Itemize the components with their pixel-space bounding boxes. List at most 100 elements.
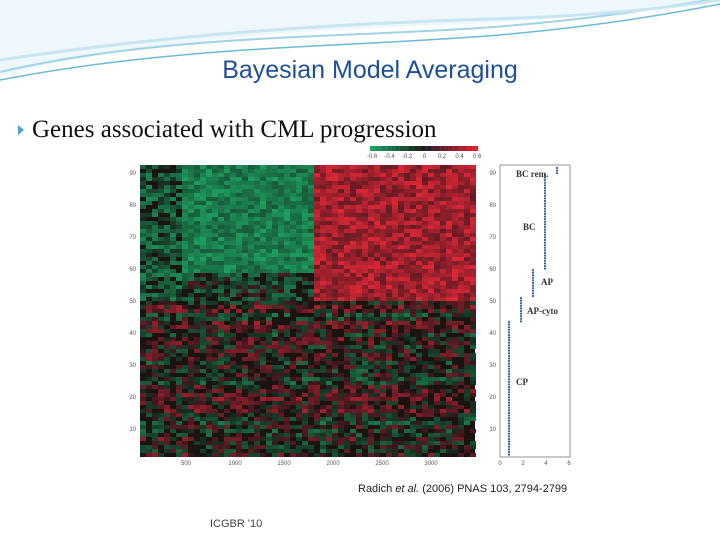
heatmap-cell [344,169,350,173]
heatmap-cell [236,169,242,173]
heatmap-cell [332,365,338,369]
heatmap-cell [380,237,386,241]
heatmap-cell [248,393,254,397]
panel-y-label: 80 [489,203,496,209]
heatmap-cell [410,453,416,457]
heatmap-cell [374,197,380,201]
heatmap-cell [314,309,320,313]
heatmap-cell [416,257,422,261]
colorbar-cell [413,146,416,151]
heatmap-cell [356,357,362,361]
heatmap-cell [464,385,470,389]
heatmap-cell [296,433,302,437]
heatmap-cell [218,289,224,293]
heatmap-cell [422,329,428,333]
heatmap-cell [338,289,344,293]
heatmap-cell [326,173,332,177]
heatmap-cell [224,253,230,257]
heatmap-cell [218,253,224,257]
heatmap-cell [350,257,356,261]
heatmap-cell [266,193,272,197]
heatmap-cell [446,349,452,353]
heatmap-cell [188,249,194,253]
citation-etal: et al. [395,483,419,495]
heatmap-cell [170,437,176,441]
heatmap-cell [206,309,212,313]
heatmap-cell [206,181,212,185]
heatmap-cell [290,237,296,241]
heatmap-cell [392,225,398,229]
heatmap-cell [224,309,230,313]
heatmap-cell [392,277,398,281]
heatmap-cell [320,313,326,317]
heatmap-cell [386,365,392,369]
heatmap-cell [188,177,194,181]
heatmap-cell [452,377,458,381]
heatmap-cell [452,433,458,437]
heatmap-cell [242,369,248,373]
heatmap-cell [308,393,314,397]
heatmap-cell [434,217,440,221]
heatmap-cell [326,213,332,217]
heatmap-cell [434,197,440,201]
heatmap-cell [236,321,242,325]
heatmap-cell [368,197,374,201]
heatmap-cell [440,333,446,337]
heatmap-cell [194,345,200,349]
heatmap-cell [404,325,410,329]
heatmap-cell [374,361,380,365]
heatmap-cell [236,229,242,233]
heatmap-cell [356,329,362,333]
colorbar-cell [475,146,479,151]
heatmap-cell [350,397,356,401]
heatmap-cell [338,293,344,297]
heatmap-cell [392,193,398,197]
heatmap-cell [308,349,314,353]
heatmap-cell [206,289,212,293]
heatmap-cell [392,213,398,217]
heatmap-cell [278,265,284,269]
heatmap-cell [470,225,476,229]
heatmap-cell [158,217,164,221]
heatmap-cell [158,317,164,321]
heatmap-cell [350,181,356,185]
heatmap-cell [284,277,290,281]
heatmap-cell [362,393,368,397]
header-decoration [0,0,720,81]
heatmap-cell [188,181,194,185]
heatmap-cell [218,325,224,329]
heatmap-cell [254,241,260,245]
heatmap-cell [248,221,254,225]
heatmap-cell [410,221,416,225]
heatmap-cell [224,353,230,357]
heatmap-cell [404,249,410,253]
heatmap-cell [350,361,356,365]
heatmap-cell [314,165,320,169]
heatmap-cell [434,241,440,245]
heatmap-cell [140,273,146,277]
heatmap-cell [266,185,272,189]
panel-dot [507,365,511,368]
heatmap-cell [254,377,260,381]
heatmap-cell [380,325,386,329]
heatmap-cell [254,257,260,261]
heatmap-cell [410,197,416,201]
heatmap-cell [356,273,362,277]
heatmap-cell [338,245,344,249]
heatmap-cell [170,205,176,209]
heatmap-cell [230,301,236,305]
heatmap-cell [464,289,470,293]
heatmap-cell [206,281,212,285]
panel-dot [543,259,547,262]
heatmap-cell [188,229,194,233]
heatmap-cell [332,273,338,277]
colorbar-label: -0.4 [384,154,395,160]
heatmap-cell [188,185,194,189]
heatmap-cell [398,233,404,237]
heatmap-cell [338,181,344,185]
heatmap-cell [452,201,458,205]
heatmap-cell [152,377,158,381]
heatmap-cell [440,441,446,445]
heatmap-cell [206,229,212,233]
heatmap-cell [206,365,212,369]
